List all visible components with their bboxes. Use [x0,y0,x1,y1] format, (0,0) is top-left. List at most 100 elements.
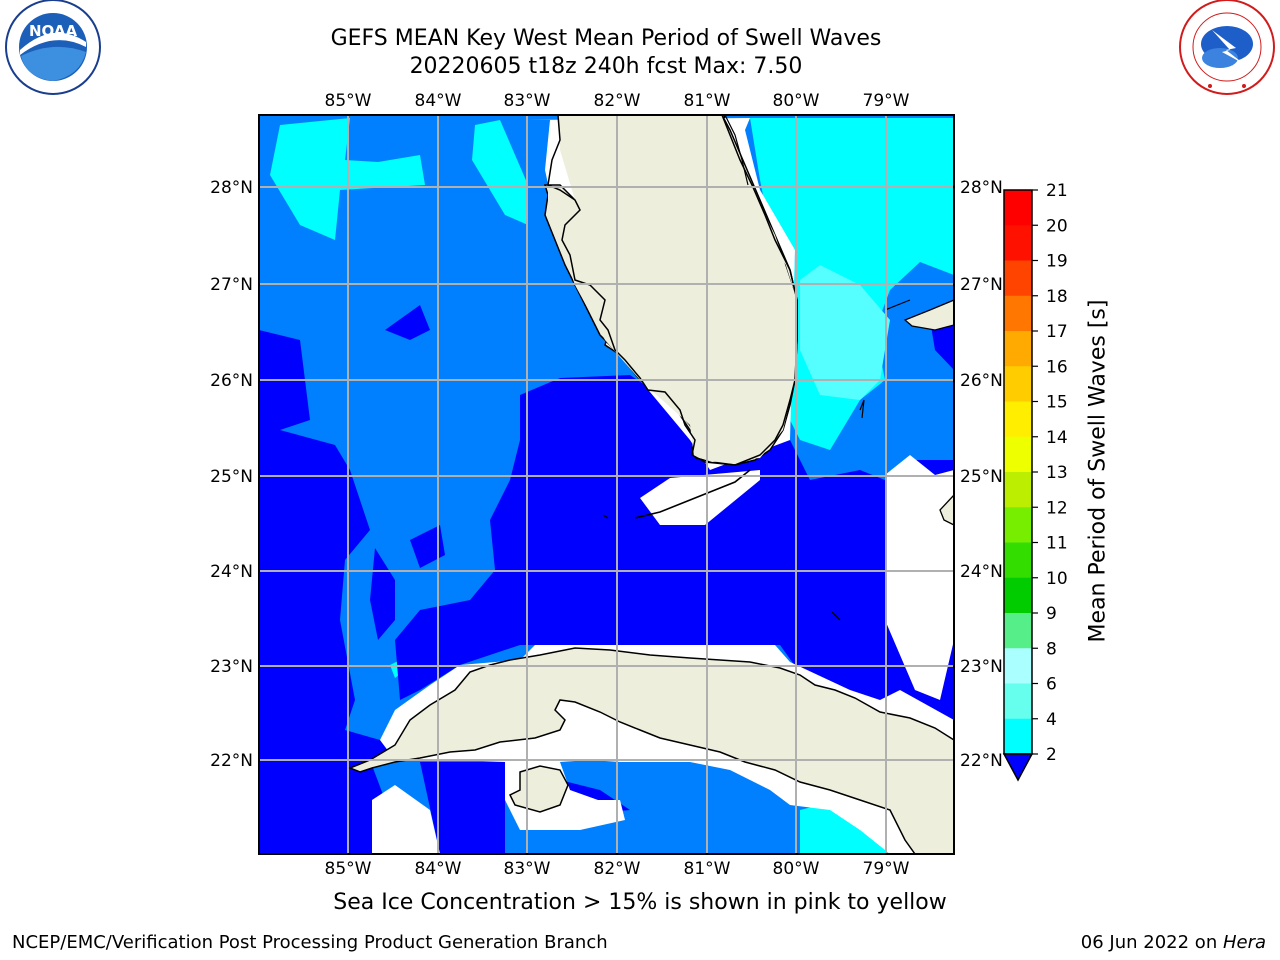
lat-label: 24°N [960,562,1003,582]
bahamas-coastline [859,399,865,419]
footer-credit: NCEP/EMC/Verification Post Processing Pr… [12,932,608,953]
colorbar-tick-label: 4 [1046,710,1057,730]
map-frame [258,114,955,855]
colorbar-segment [1004,366,1032,402]
colorbar-segment [1004,683,1032,720]
colorbar-tick-label: 18 [1046,287,1068,307]
swell-2-4-region [259,760,385,854]
colorbar-segment [1004,331,1032,367]
lon-label: 79°W [863,91,910,111]
cuba-land [347,647,954,854]
colorbar-tick-label: 19 [1046,252,1068,272]
swell-2-4-region [385,305,430,340]
colorbar-tick-label: 2 [1046,745,1057,765]
lat-label: 22°N [960,751,1003,771]
colorbar-segment [1004,436,1032,473]
lon-labels-top: 85°W 84°W 83°W 82°W 81°W 80°W 79°W [325,91,910,111]
colorbar: 2 4 6 8 9 10 11 12 13 14 15 16 17 18 19 20 21 [1002,181,1068,782]
lat-labels-right: 28°N 27°N 26°N 25°N 24°N 23°N 22°N [960,178,1003,771]
colorbar-tick-label: 8 [1046,639,1057,659]
lat-label: 26°N [210,371,253,391]
bahamas-coastline [884,299,911,311]
colorbar-segment [1004,542,1032,579]
lat-labels-left: 28°N 27°N 26°N 25°N 24°N 23°N 22°N [210,178,253,771]
lon-label: 82°W [594,91,641,111]
florida-keys [602,514,609,519]
swell-2-4-region [410,525,445,568]
florida-keys [634,469,751,519]
footer-host: Hera [1222,932,1266,953]
colorbar-tick-label: 15 [1046,393,1068,413]
plot-title: GEFS MEAN Key West Mean Period of Swell … [330,26,882,51]
lon-label: 82°W [594,859,641,879]
lat-label: 24°N [210,562,253,582]
lon-label: 85°W [325,859,372,879]
swell-6-8-region [472,120,528,225]
colorbar-segment [1004,472,1032,508]
lon-label: 85°W [325,91,372,111]
lat-label: 27°N [210,275,253,295]
colorbar-segment [1004,613,1032,649]
footer-date: 06 Jun 2022 on Hera [1081,932,1266,953]
colorbar-segment [1004,718,1032,755]
swell-2-4-region [259,330,395,760]
bahamas-coastline [831,611,841,621]
lon-label: 79°W [863,859,910,879]
colorbar-tick-label: 13 [1046,463,1068,483]
map-area [259,115,954,854]
map-gridlines [259,115,954,854]
lat-label: 23°N [960,657,1003,677]
lon-label: 83°W [504,859,551,879]
no-data-region [372,785,440,854]
swell-2-4-region [395,375,954,854]
florida-coastline [724,115,749,186]
colorbar-tick-label: 10 [1046,569,1068,589]
bahamas-land [939,494,954,526]
lat-label: 25°N [210,467,253,487]
noaa-logo-text: NOAA [29,22,78,40]
lon-label: 83°W [504,91,551,111]
colorbar-tick-label: 9 [1046,604,1057,624]
colorbar-tick-label: 14 [1046,428,1068,448]
lon-label: 84°W [415,91,462,111]
colorbar-segment [1004,260,1032,297]
lon-label: 81°W [684,91,731,111]
colorbar-segment [1004,225,1032,261]
colorbar-segment [1004,295,1032,332]
lon-labels-bottom: 85°W 84°W 83°W 82°W 81°W 80°W 79°W [325,859,910,879]
sea-ice-note: Sea Ice Concentration > 15% is shown in … [333,890,947,915]
plot-subtitle: 20220605 t18z 240h fcst Max: 7.50 [409,54,803,79]
lon-label: 81°W [684,859,731,879]
lon-label: 80°W [773,91,820,111]
lat-label: 28°N [210,178,253,198]
nws-logo [1179,0,1275,95]
colorbar-tick-label: 16 [1046,357,1068,377]
lat-label: 26°N [960,371,1003,391]
no-data-region [885,455,954,700]
colorbar-tick-label: 20 [1046,216,1068,236]
lat-label: 23°N [210,657,253,677]
colorbar-tick-label: 17 [1046,322,1068,342]
colorbar-tick-label: 6 [1046,675,1057,695]
colorbar-label: Mean Period of Swell Waves [s] [1085,299,1111,643]
footer-date-text: 06 Jun 2022 on [1080,932,1223,953]
lat-label: 22°N [210,751,253,771]
colorbar-tick-label: 12 [1046,498,1068,518]
lat-label: 28°N [960,178,1003,198]
colorbar-extension [1002,753,1034,782]
lat-label: 25°N [960,467,1003,487]
colorbar-tick-label: 11 [1046,534,1068,554]
swell-2-4-region [420,762,505,854]
florida-land [548,115,797,462]
colorbar-tick-label: 21 [1046,181,1068,201]
colorbar-segment [1004,648,1032,684]
isla-juventud [508,765,569,813]
colorbar-segment [1004,190,1032,226]
swell-8-9-region [800,265,890,400]
colorbar-segment [1004,507,1032,543]
noaa-logo: NOAA [5,0,101,95]
lat-label: 27°N [960,275,1003,295]
swell-6-8-region [800,800,890,854]
colorbar-segment [1004,401,1032,438]
